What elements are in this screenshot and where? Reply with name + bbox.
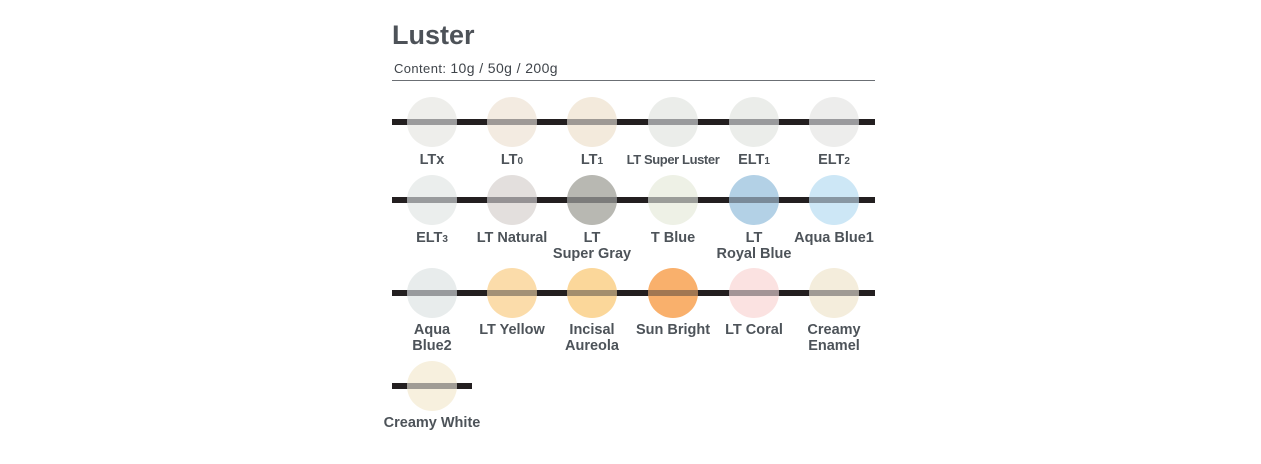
shade-name: LT	[583, 230, 601, 246]
shade-name: ELT	[818, 152, 845, 168]
shade-swatch	[407, 361, 457, 411]
shade-name: LT Yellow	[479, 322, 545, 338]
shade-label: Aqua Blue2	[372, 322, 492, 354]
shade-name: Creamy	[807, 322, 861, 338]
shade-label: LT Coral	[694, 322, 814, 338]
shade-label: Sun Bright	[613, 322, 733, 338]
shade-name: LT	[500, 152, 518, 168]
shade-name-line2: Royal Blue	[716, 246, 792, 262]
shade-swatch	[729, 268, 779, 318]
shade-swatch	[407, 268, 457, 318]
shade-subscript: 1	[597, 156, 604, 167]
shade-subscript: 0	[517, 156, 524, 167]
shade-label: LT1	[532, 152, 652, 170]
shade-name: Aqua Blue1	[794, 230, 874, 246]
shade-swatch	[809, 268, 859, 318]
shade-label: ELT1	[694, 152, 814, 170]
shade-name: Aqua	[413, 322, 451, 338]
shade-row-bar	[392, 197, 875, 203]
shade-swatch	[407, 175, 457, 225]
shade-subscript: 2	[844, 156, 850, 167]
shade-label: LT Yellow	[452, 322, 572, 338]
shade-name: ELT	[738, 152, 765, 168]
content-label: Content:	[394, 61, 447, 76]
shade-label: T Blue	[613, 230, 733, 246]
shade-name-line2: Super Gray	[552, 246, 632, 262]
shade-swatch	[809, 97, 859, 147]
page-title: Luster	[392, 20, 475, 50]
shade-label: Creamy Enamel	[774, 322, 894, 354]
shade-name: LT Natural	[476, 230, 548, 246]
shade-label: LTx	[372, 152, 492, 168]
shade-label: LT0	[452, 152, 572, 170]
shade-swatch	[729, 175, 779, 225]
shade-swatch	[567, 97, 617, 147]
shade-name-line2: Aureola	[565, 338, 619, 354]
shade-name: T Blue	[650, 230, 696, 246]
shade-subscript: 1	[764, 156, 770, 167]
title-divider	[392, 80, 875, 81]
shade-swatch	[487, 97, 537, 147]
shade-name: LT	[745, 230, 763, 246]
content-value: 10g / 50g / 200g	[450, 60, 558, 76]
shade-swatch	[729, 97, 779, 147]
shade-swatch	[648, 97, 698, 147]
shade-name: LTx	[419, 152, 445, 168]
shade-name: Incisal	[569, 322, 615, 338]
shade-swatch	[809, 175, 859, 225]
shade-swatch	[487, 175, 537, 225]
shade-swatch	[567, 175, 617, 225]
content-info: Content: 10g / 50g / 200g	[394, 60, 558, 76]
shade-label: LT Natural	[452, 230, 572, 246]
shade-swatch	[567, 268, 617, 318]
shade-name: LT Coral	[725, 322, 783, 338]
shade-swatch	[487, 268, 537, 318]
shade-label: Incisal Aureola	[532, 322, 652, 354]
shade-label: ELT2	[774, 152, 894, 170]
shade-label: Aqua Blue1	[774, 230, 894, 246]
shade-row-bar	[392, 290, 875, 296]
shade-label: LT Super Gray	[532, 230, 652, 262]
shade-row-bar	[392, 119, 875, 125]
shade-name: LT Super Luster	[626, 152, 720, 167]
shade-swatch	[648, 175, 698, 225]
shade-name: Creamy White	[383, 415, 481, 431]
shade-swatch	[648, 268, 698, 318]
shade-subscript: 3	[442, 234, 448, 245]
shade-label: ELT3	[372, 230, 492, 248]
shade-name: Sun Bright	[635, 322, 711, 338]
shade-name-line2: Enamel	[808, 338, 860, 354]
shade-label: LT Royal Blue	[694, 230, 814, 262]
shade-label: Creamy White	[372, 415, 492, 431]
shade-label: LT Super Luster	[613, 152, 733, 168]
shade-name-line2: Blue2	[412, 338, 452, 354]
shade-swatch	[407, 97, 457, 147]
shade-name: ELT	[416, 230, 443, 246]
shade-name: LT	[580, 152, 598, 168]
